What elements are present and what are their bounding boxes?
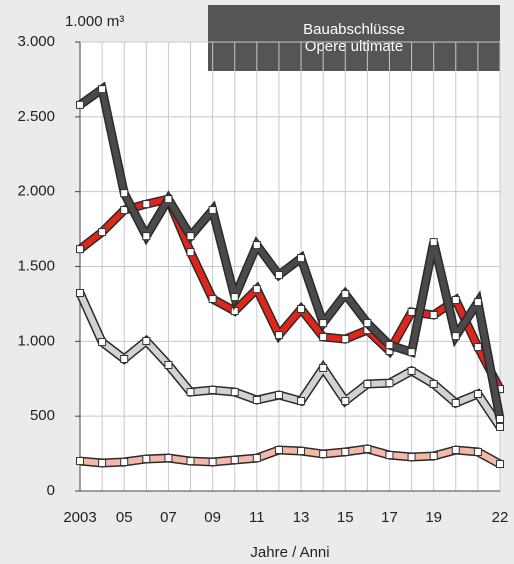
point [186,232,195,241]
point [208,294,217,303]
point [451,332,460,341]
title-line: Bauabschlüsse [303,21,405,38]
point [451,445,460,454]
y-tick-label: 0 [47,482,55,499]
x-tick-label: 15 [337,509,354,526]
x-tick-label: 11 [249,509,265,526]
point [98,338,107,347]
point [473,447,482,456]
point [496,415,504,424]
point [186,457,195,466]
point [341,447,350,456]
point [341,397,350,406]
point [120,189,129,198]
point [274,331,283,340]
point [407,453,416,462]
point [274,445,283,454]
point [230,307,239,316]
point [363,319,372,328]
y-tick-label: 3.000 [17,33,55,50]
point [164,454,173,463]
point [407,366,416,375]
point [363,379,372,388]
point [385,379,394,388]
y-tick-label: 2.000 [17,183,55,200]
point [451,296,460,305]
point [252,396,261,405]
point [208,206,217,215]
point [98,459,107,468]
point [120,354,129,363]
point [76,457,84,466]
point [407,348,416,357]
point [429,310,438,319]
point [429,451,438,460]
point [407,307,416,316]
x-tick-label: 13 [293,509,310,526]
point [120,206,129,215]
y-axis-label: 1.000 m³ [65,13,124,30]
point [186,388,195,397]
x-axis-label: Jahre / Anni [250,544,329,561]
point [341,290,350,299]
point [230,456,239,465]
line [78,84,503,420]
point [496,460,504,469]
point [120,457,129,466]
point [297,305,306,314]
point [319,363,328,372]
point [208,385,217,394]
point [473,390,482,399]
point [164,360,173,369]
point [252,241,261,250]
point [142,454,151,463]
y-tick-label: 1.000 [17,332,55,349]
x-tick-label: 07 [160,509,177,526]
title-line: Opere ultimate [305,38,403,55]
point [142,232,151,241]
point [142,337,151,346]
point [297,254,306,263]
point [208,457,217,466]
point [429,238,438,247]
point [297,397,306,406]
point [297,447,306,456]
point [142,200,151,209]
y-tick-label: 2.500 [17,108,55,125]
x-tick-label: 09 [204,509,221,526]
point [230,388,239,397]
point [473,298,482,307]
point [496,422,504,431]
point [252,285,261,294]
point [451,398,460,407]
point [363,444,372,453]
point [274,271,283,280]
x-tick-label: 2003 [63,509,96,526]
y-tick-label: 500 [30,407,55,424]
point [252,454,261,463]
y-tick-label: 1.500 [17,257,55,274]
x-tick-label: 22 [492,509,509,526]
point [429,379,438,388]
point [98,85,107,94]
point [341,335,350,344]
point [385,451,394,460]
x-tick-label: 19 [425,509,442,526]
point [473,343,482,352]
x-tick-label: 05 [116,509,133,526]
point [76,245,84,254]
point [274,391,283,400]
point [385,341,394,350]
point [186,248,195,257]
point [319,450,328,459]
point [164,195,173,204]
point [230,293,239,302]
point [319,319,328,328]
point [76,288,84,297]
point [98,228,107,237]
point [76,100,84,109]
x-tick-label: 17 [381,509,398,526]
point [319,332,328,341]
